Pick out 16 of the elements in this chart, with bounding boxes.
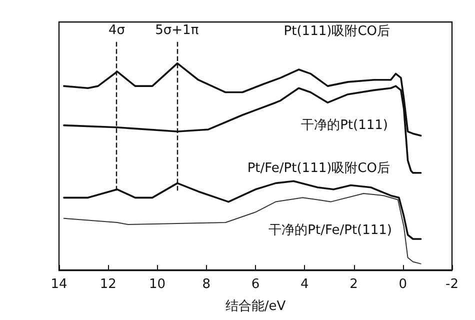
ref-line-label: 4σ (108, 22, 125, 38)
x-tick-label: 12 (100, 277, 116, 292)
x-tick-label: 14 (50, 277, 68, 292)
ref-line-label: 5σ+1π (155, 22, 199, 38)
x-tick-label: 10 (148, 277, 166, 292)
x-tick-label: -2 (446, 277, 458, 292)
x-tick-label: 6 (251, 277, 260, 292)
series-label: 干净的Pt/Fe/Pt(111) (268, 223, 392, 238)
text: Pt(111)吸附CO后 (284, 24, 390, 39)
series-label: Pt/Fe/Pt(111)吸附CO后 (247, 161, 390, 176)
x-tick-label: 8 (202, 277, 211, 292)
series-label: 干净的Pt(111) (301, 118, 388, 133)
x-tick-label: 2 (350, 277, 358, 292)
x-axis-title: 结合能/eV (225, 299, 286, 314)
x-tick-label: 0 (398, 277, 408, 292)
x-tick-label: 4 (300, 277, 309, 292)
